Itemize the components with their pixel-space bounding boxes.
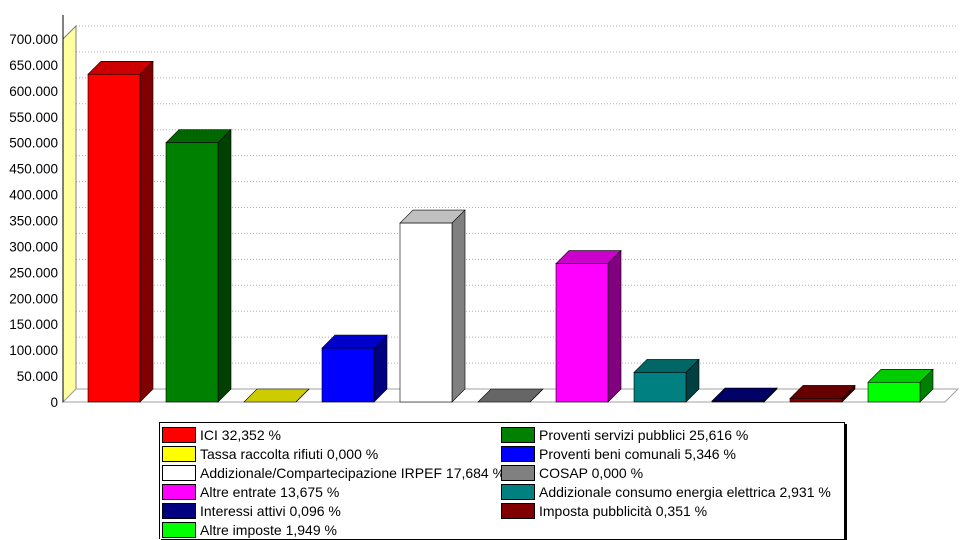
bar bbox=[399, 222, 453, 403]
legend-swatch bbox=[162, 446, 196, 462]
legend-item: Altre entrate 13,675 % bbox=[162, 482, 339, 502]
legend-item: Tassa raccolta rifiuti 0,000 % bbox=[162, 444, 378, 464]
legend-item: Proventi beni comunali 5,346 % bbox=[501, 444, 736, 464]
legend-label: Addizionale/Compartecipazione IRPEF 17,6… bbox=[200, 465, 506, 481]
legend-label: Interessi attivi 0,096 % bbox=[200, 503, 341, 519]
chart-legend: ICI 32,352 % Proventi servizi pubblici 25… bbox=[159, 422, 845, 539]
bar-chart: 700.000 650.000 600.000 550.000 500.000 450.0… bbox=[9, 15, 960, 410]
bar bbox=[165, 142, 219, 403]
bar-side bbox=[529, 388, 544, 403]
legend-label: Tassa raccolta rifiuti 0,000 % bbox=[200, 446, 379, 462]
legend-item: Proventi servizi pubblici 25,616 % bbox=[501, 425, 748, 445]
legend-label: ICI 32,352 % bbox=[200, 427, 281, 443]
bar bbox=[789, 398, 843, 403]
y-tick-label: 550.000 bbox=[9, 110, 58, 125]
legend-swatch bbox=[501, 484, 535, 500]
legend-item: Interessi attivi 0,096 % bbox=[162, 501, 341, 521]
bar-side bbox=[139, 60, 154, 403]
legend-item: Addizionale consumo energia elettrica 2,… bbox=[501, 482, 831, 502]
legend-item: Imposta pubblicità 0,351 % bbox=[501, 501, 707, 521]
bar-side bbox=[217, 128, 232, 403]
bar-side bbox=[295, 388, 310, 403]
legend-swatch bbox=[501, 446, 535, 462]
left-wall bbox=[62, 24, 77, 404]
legend-swatch bbox=[162, 427, 196, 443]
y-tick-label: 300.000 bbox=[9, 239, 58, 254]
legend-item: COSAP 0,000 % bbox=[501, 463, 643, 483]
legend-label: Imposta pubblicità 0,351 % bbox=[539, 503, 708, 519]
legend-label: Altre imposte 1,949 % bbox=[200, 522, 337, 538]
legend-item: Altre imposte 1,949 % bbox=[162, 520, 337, 540]
y-tick-label: 50.000 bbox=[17, 369, 58, 384]
bar-side bbox=[451, 209, 466, 403]
bar bbox=[87, 73, 141, 403]
legend-swatch bbox=[162, 465, 196, 481]
legend-label: Altre entrate 13,675 % bbox=[200, 484, 340, 500]
y-tick-label: 400.000 bbox=[9, 188, 58, 203]
legend-item: ICI 32,352 % bbox=[162, 425, 281, 445]
bar-side bbox=[607, 249, 622, 403]
legend-swatch bbox=[501, 465, 535, 481]
y-tick-label: 150.000 bbox=[9, 317, 58, 332]
legend-swatch bbox=[501, 427, 535, 443]
legend-label: COSAP 0,000 % bbox=[539, 465, 644, 481]
legend-label: Proventi beni comunali 5,346 % bbox=[539, 446, 736, 462]
y-tick-label: 450.000 bbox=[9, 162, 58, 177]
legend-swatch bbox=[501, 503, 535, 519]
legend-label: Addizionale consumo energia elettrica 2,… bbox=[539, 484, 831, 500]
y-tick-label: 700.000 bbox=[9, 32, 58, 47]
bar bbox=[555, 263, 609, 403]
y-tick-label: 0 bbox=[50, 395, 58, 410]
bar bbox=[321, 347, 375, 403]
bar bbox=[867, 381, 921, 403]
y-tick-label: 500.000 bbox=[9, 136, 58, 151]
legend-swatch bbox=[162, 503, 196, 519]
bar bbox=[633, 372, 687, 403]
legend-swatch bbox=[162, 522, 196, 538]
y-tick-label: 350.000 bbox=[9, 214, 58, 229]
y-tick-label: 250.000 bbox=[9, 265, 58, 280]
y-tick-label: 100.000 bbox=[9, 343, 58, 358]
legend-item: Addizionale/Compartecipazione IRPEF 17,6… bbox=[162, 463, 505, 483]
y-tick-label: 200.000 bbox=[9, 291, 58, 306]
bar bbox=[711, 400, 765, 403]
legend-swatch bbox=[162, 484, 196, 500]
y-tick-label: 650.000 bbox=[9, 58, 58, 73]
y-tick-label: 600.000 bbox=[9, 84, 58, 99]
legend-label: Proventi servizi pubblici 25,616 % bbox=[539, 427, 749, 443]
